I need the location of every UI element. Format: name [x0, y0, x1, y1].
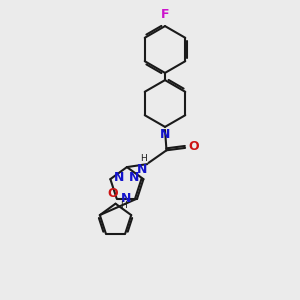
- Text: O: O: [108, 187, 118, 200]
- Text: N: N: [114, 171, 124, 184]
- Text: N: N: [136, 163, 147, 176]
- Text: O: O: [189, 140, 199, 154]
- Text: N: N: [121, 192, 131, 205]
- Text: N: N: [129, 171, 140, 184]
- Text: H: H: [140, 154, 147, 163]
- Text: N: N: [160, 128, 170, 141]
- Text: F: F: [161, 8, 169, 21]
- Text: H: H: [121, 201, 127, 210]
